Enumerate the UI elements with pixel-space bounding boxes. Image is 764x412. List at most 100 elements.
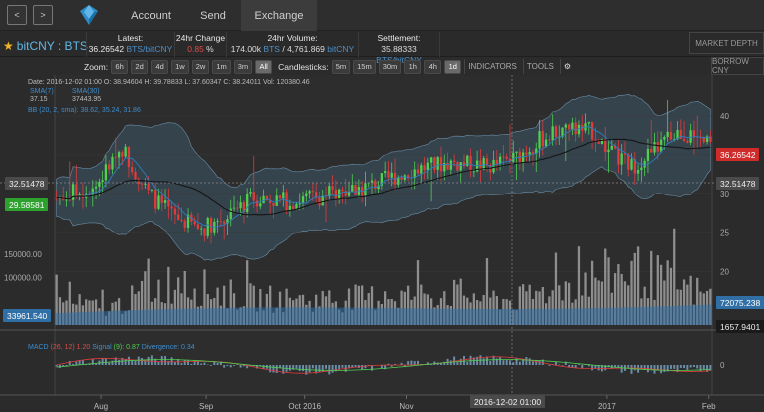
forward-button[interactable]: >: [33, 5, 53, 25]
candle-body: [351, 184, 354, 193]
zoom-2w[interactable]: 2w: [191, 59, 210, 74]
market-depth-button[interactable]: MARKET DEPTH: [689, 32, 764, 54]
candle-body: [571, 122, 574, 130]
borrow-button[interactable]: BORROW CNY: [711, 57, 764, 75]
volume-bar: [485, 258, 489, 325]
candle-body: [400, 177, 403, 180]
candle-body: [196, 224, 200, 230]
macd-tick-label: 0: [720, 361, 725, 370]
candle-body: [265, 195, 269, 200]
candle-body: [98, 181, 101, 187]
candle-body: [443, 162, 446, 172]
candle-body: [397, 177, 400, 185]
candle-body: [380, 173, 384, 186]
tools-button[interactable]: TOOLS: [522, 59, 557, 74]
price-tick-label: 30: [720, 190, 729, 199]
candle-body: [462, 162, 466, 166]
volume-bar: [594, 277, 597, 325]
tab-send[interactable]: Send: [200, 9, 226, 22]
candle-body: [223, 221, 226, 224]
candle-1d[interactable]: 1d: [444, 59, 462, 74]
tab-account[interactable]: Account: [131, 9, 171, 22]
zoom-6h[interactable]: 6h: [111, 59, 129, 74]
market-pair[interactable]: ★ bitCNY : BTS: [3, 39, 88, 53]
candle-body: [587, 121, 590, 124]
candle-body: [535, 148, 538, 154]
candle-body: [679, 129, 682, 139]
volume-bar: [535, 290, 538, 325]
macd-line: [56, 356, 711, 374]
candle-15m[interactable]: 15m: [353, 59, 376, 74]
last-price-tag: 36.26542: [716, 148, 760, 161]
candle-options: 5m 15m 30m 1h 4h 1d: [331, 59, 462, 74]
macd-legend: MACD (26, 12) 1.20 Signal (9): 0.87 Dive…: [28, 344, 195, 351]
latest-price-stat: Latest: 36.26542 BTS/bitCNY: [86, 32, 174, 57]
volume-bar: [613, 273, 617, 325]
candle-body: [666, 131, 669, 137]
candle-body: [459, 162, 462, 171]
candle-body: [600, 138, 604, 144]
volume-bar: [157, 279, 160, 325]
candle-body: [682, 138, 686, 141]
volume-bar: [252, 285, 255, 325]
candle-body: [272, 203, 275, 206]
tab-exchange[interactable]: Exchange: [241, 0, 317, 31]
gear-icon[interactable]: ⚙: [559, 59, 574, 74]
candle-body: [692, 130, 696, 137]
candle-body: [377, 185, 380, 190]
zoom-all[interactable]: All: [255, 59, 273, 74]
volume-bar: [600, 281, 604, 325]
candle-body: [91, 188, 94, 195]
chevron-right-icon: >: [40, 10, 46, 20]
volume-bar: [55, 274, 58, 325]
volume-bar: [686, 284, 689, 325]
volume-bar: [406, 285, 410, 325]
candle-1h[interactable]: 1h: [404, 59, 422, 74]
zoom-1m[interactable]: 1m: [212, 59, 231, 74]
candle-5m[interactable]: 5m: [331, 59, 351, 74]
volume-bar: [630, 260, 633, 325]
candle-body: [561, 127, 564, 137]
sma30-line: [56, 138, 711, 216]
zoom-3m[interactable]: 3m: [233, 59, 253, 74]
volume-bar: [525, 291, 528, 325]
volume-bar: [597, 280, 600, 325]
candle-body: [321, 195, 324, 206]
candle-body: [433, 157, 436, 170]
zoom-2d[interactable]: 2d: [131, 59, 149, 74]
candle-body: [160, 195, 163, 203]
volume-bar: [443, 291, 446, 325]
volume-bar: [633, 252, 636, 325]
star-icon[interactable]: ★: [3, 39, 14, 53]
candle-body: [528, 152, 531, 155]
candle-body: [515, 151, 518, 153]
candle-body: [472, 171, 475, 173]
candle-body: [200, 228, 203, 230]
candle-body: [663, 136, 666, 140]
indicators-button[interactable]: INDICATORS: [464, 59, 520, 74]
candle-body: [117, 152, 121, 158]
crosshair-date-tag: 2016-12-02 01:00: [470, 395, 546, 408]
green-price-tag: 29.58581: [5, 198, 49, 211]
candle-body: [334, 189, 338, 199]
candle-body: [554, 126, 558, 138]
candle-body: [134, 171, 137, 180]
candle-4h[interactable]: 4h: [424, 59, 442, 74]
candle-body: [121, 152, 124, 157]
volume-bar: [173, 289, 177, 325]
candle-body: [180, 219, 183, 221]
x-tick-label: Sep: [199, 402, 214, 411]
volume-bar: [347, 288, 351, 325]
back-button[interactable]: <: [7, 5, 27, 25]
zoom-4d[interactable]: 4d: [151, 59, 169, 74]
candle-body: [383, 171, 387, 174]
candle-body: [111, 156, 114, 170]
candle-body: [436, 157, 439, 170]
candle-30m[interactable]: 30m: [378, 59, 402, 74]
candle-body: [177, 214, 180, 220]
zoom-1w[interactable]: 1w: [171, 59, 189, 74]
volume-bar: [607, 257, 610, 325]
bitshares-logo-icon[interactable]: [78, 3, 100, 32]
